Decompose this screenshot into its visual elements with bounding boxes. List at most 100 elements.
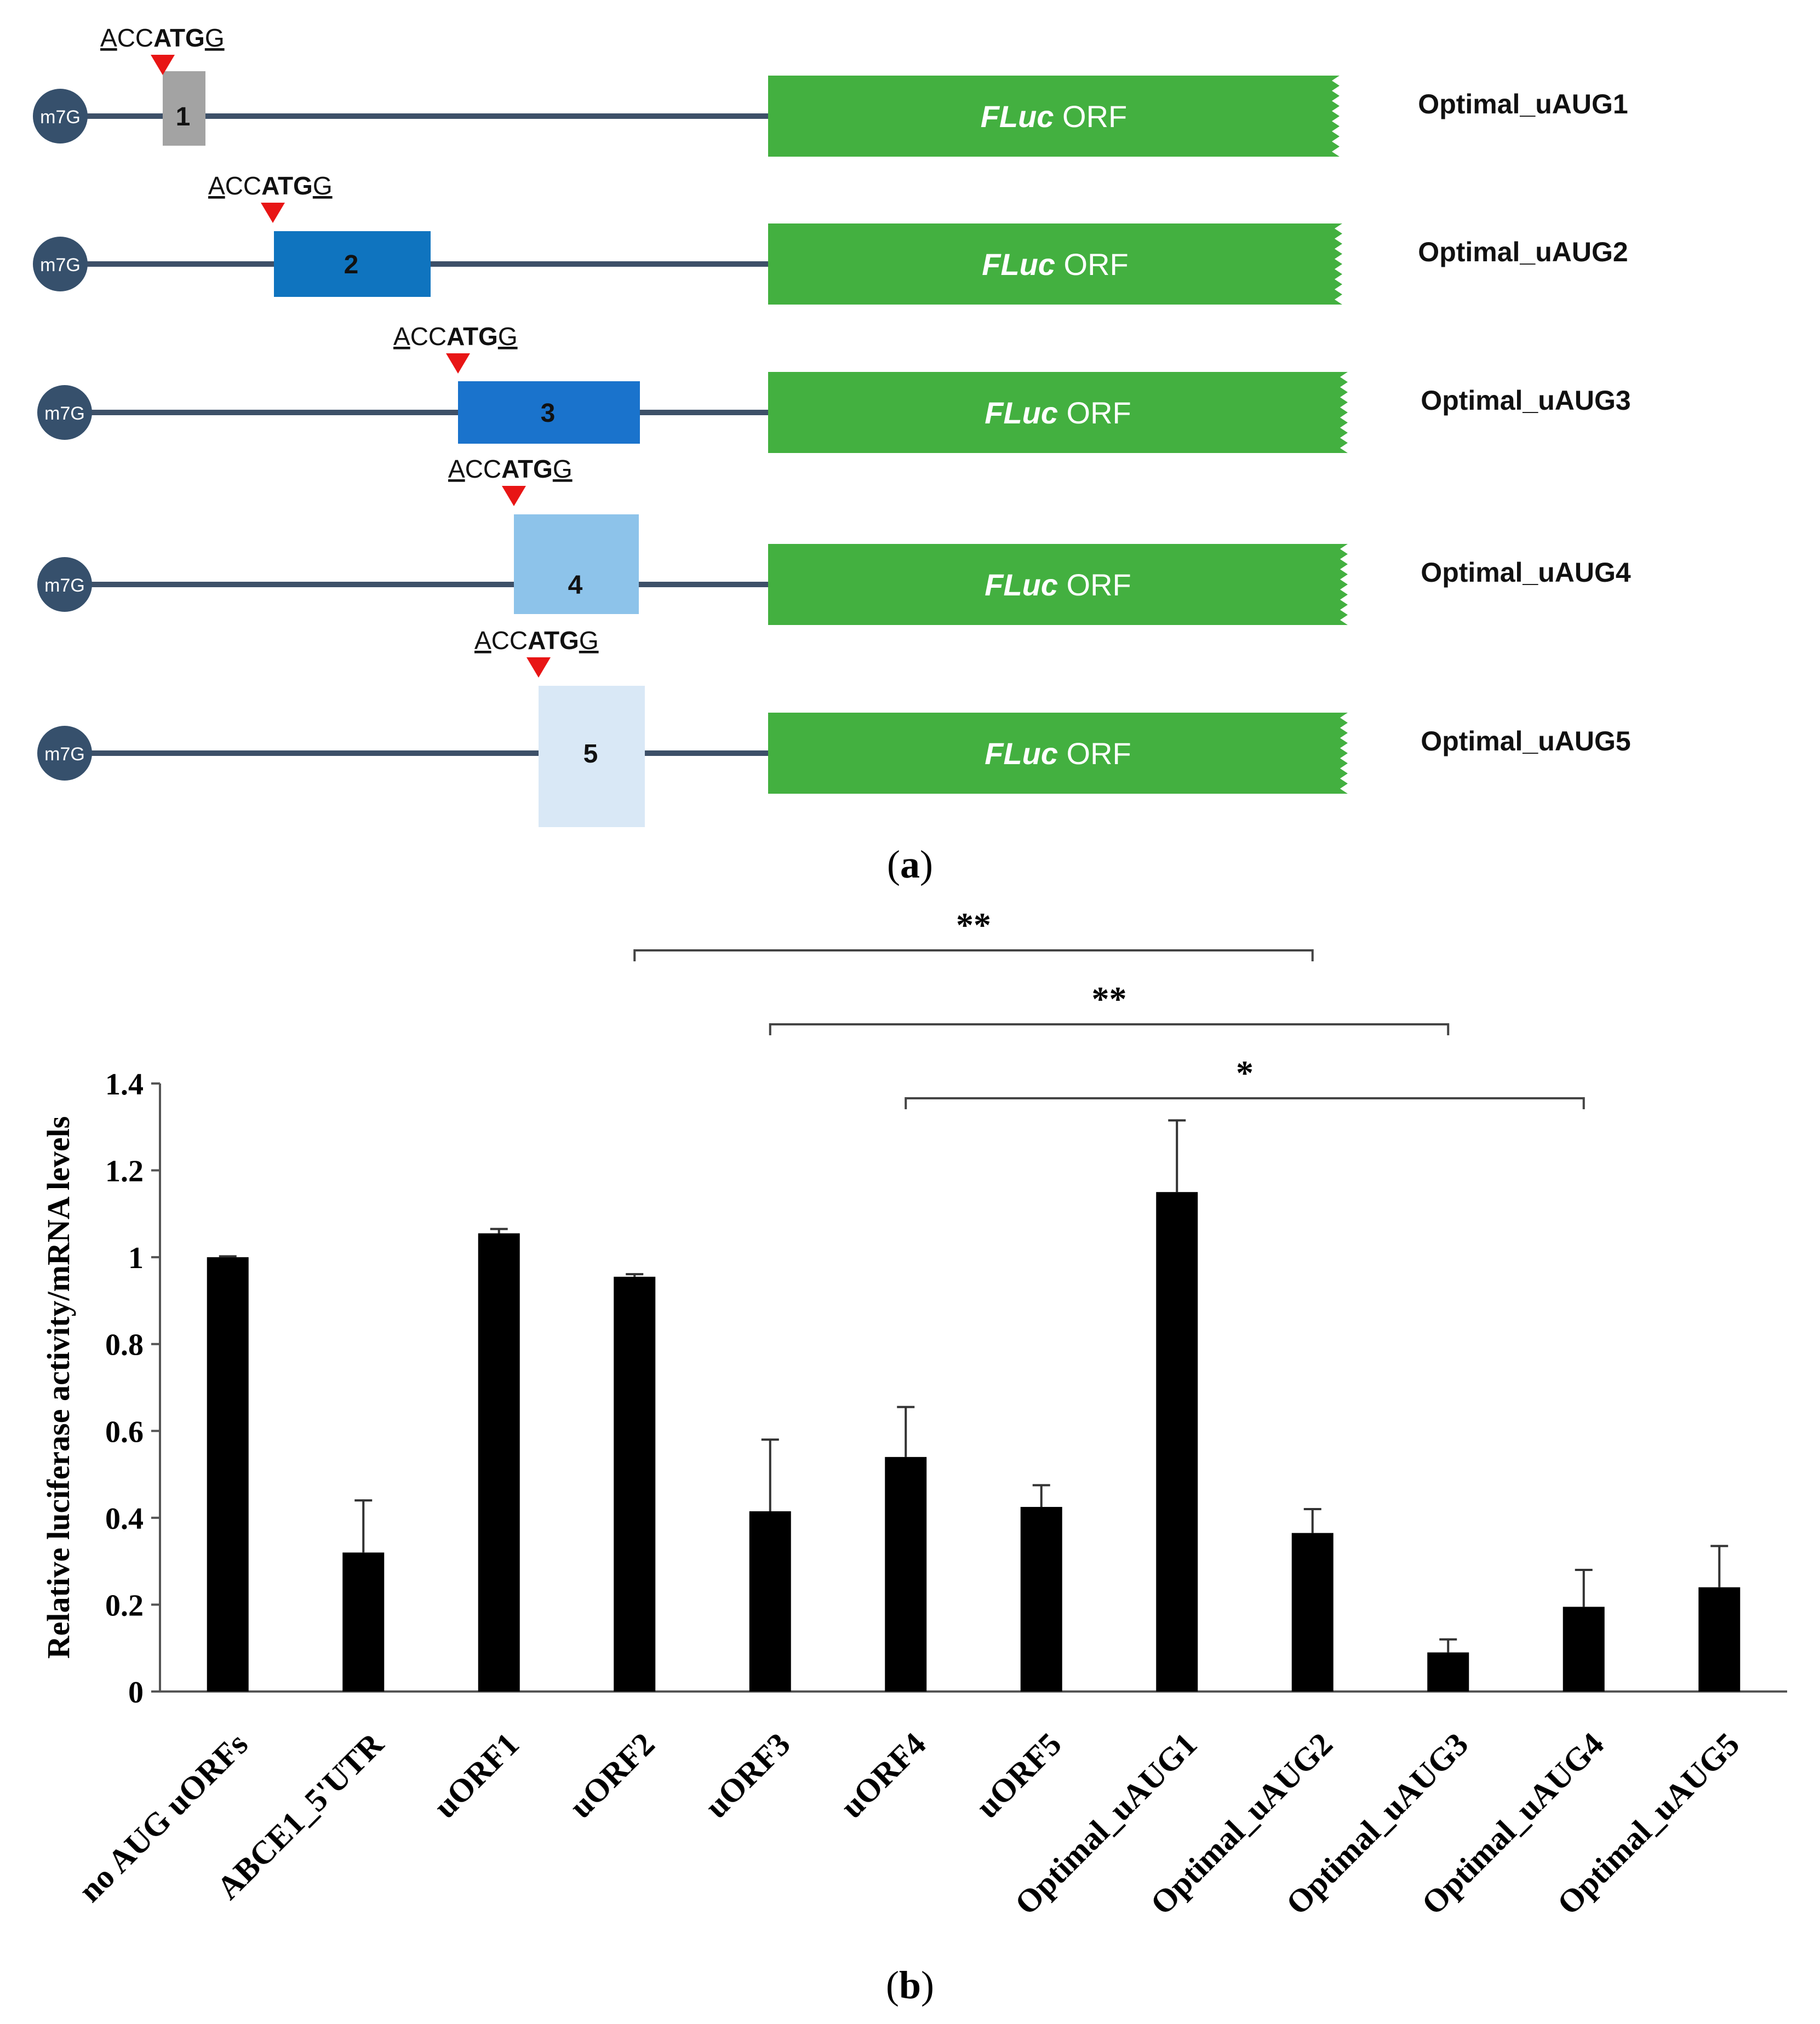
cap-label: m7G [44, 403, 85, 424]
y-axis-label: Relative luciferase activity/mRNA levels [41, 1116, 76, 1659]
kozak-atg: ATG [261, 171, 313, 200]
kozak-sequence: ACCATGG [100, 24, 225, 52]
kozak-cc: CC [225, 171, 261, 200]
bar [1427, 1652, 1469, 1692]
construct-name: Optimal_uAUG3 [1421, 385, 1630, 416]
uorf-box [163, 71, 205, 146]
panel-a-caption: (a) [887, 842, 933, 886]
kozak-sequence: ACCATGG [208, 171, 333, 200]
fluc-orf-block [768, 372, 1348, 453]
orf-word: ORF [1058, 736, 1131, 771]
bar [1156, 1192, 1198, 1692]
cap-label: m7G [44, 744, 85, 765]
fluc-italic: FLuc [982, 247, 1055, 282]
kozak-atg: ATG [501, 455, 553, 483]
bar [1020, 1507, 1062, 1692]
x-tick-label: uORF1 [427, 1726, 526, 1825]
cap-circle [37, 385, 92, 440]
panel-b-caption: (b) [886, 1963, 934, 2007]
fluc-italic: FLuc [985, 395, 1058, 430]
construct-row: m7G 2 FLuc ORF ACCATGG Optimal_uAUG2 [33, 171, 1628, 305]
significance-bracket [633, 949, 1314, 961]
x-tick-label: uORF3 [698, 1726, 797, 1825]
fluc-orf-label: FLuc ORF [982, 247, 1129, 282]
uorf-box [274, 231, 431, 297]
kozak-g: G [579, 626, 599, 655]
uorf-box [458, 381, 640, 444]
fluc-orf-block [768, 713, 1348, 794]
y-tick-label: 1.2 [105, 1155, 144, 1189]
uorf-number: 4 [568, 571, 583, 600]
significance-label: ** [1092, 979, 1127, 1018]
x-tick-label: uORF4 [833, 1726, 932, 1825]
x-tick-label: uORF2 [562, 1726, 661, 1825]
significance-label: * [1236, 1053, 1254, 1092]
bar [1291, 1533, 1333, 1692]
kozak-a: A [448, 455, 465, 483]
fluc-italic: FLuc [985, 736, 1058, 771]
kozak-atg: ATG [447, 322, 498, 351]
kozak-a: A [208, 171, 225, 200]
uorf-box [539, 686, 645, 827]
bar [207, 1257, 249, 1692]
construct-name: Optimal_uAUG2 [1418, 237, 1628, 267]
kozak-cc: CC [491, 626, 528, 655]
kozak-a: A [474, 626, 491, 655]
cap-circle [37, 557, 92, 612]
y-tick-label: 1 [128, 1241, 144, 1275]
construct-row: m7G 1 FLuc ORF ACCATGG Optimal_uAUG1 [33, 24, 1628, 157]
bar [1698, 1587, 1741, 1692]
kozak-cc: CC [117, 24, 153, 52]
y-tick-label: 0.4 [105, 1502, 144, 1536]
bar [885, 1457, 927, 1692]
y-tick-label: 0.2 [105, 1589, 144, 1622]
significance-label: ** [956, 905, 991, 944]
y-tick-label: 0 [128, 1676, 144, 1710]
kozak-sequence: ACCATGG [474, 626, 599, 655]
uorf-number: 2 [344, 250, 359, 279]
kozak-atg: ATG [528, 626, 579, 655]
uorf-number: 1 [176, 102, 191, 131]
fluc-orf-label: FLuc ORF [985, 567, 1131, 602]
y-tick-label: 1.4 [105, 1068, 144, 1102]
fluc-italic: FLuc [985, 567, 1058, 602]
start-marker-triangle [446, 353, 470, 374]
fluc-orf-block [768, 76, 1340, 157]
cap-label: m7G [40, 255, 81, 276]
cap-label: m7G [44, 575, 85, 596]
construct-row: m7G 4 FLuc ORF ACCATGG Optimal_uAUG4 [37, 455, 1631, 625]
uorf-number: 5 [583, 739, 598, 769]
kozak-g: G [553, 455, 573, 483]
start-marker-triangle [151, 55, 175, 75]
kozak-g: G [205, 24, 225, 52]
cap-circle [33, 89, 88, 144]
bar-chart: 0 0.2 0.4 0.6 0.8 1 1.2 1.4 Relative luciferase … [41, 905, 1787, 1922]
orf-word: ORF [1054, 99, 1128, 134]
fluc-orf-label: FLuc ORF [985, 395, 1131, 430]
fluc-orf-block [768, 544, 1348, 625]
kozak-cc: CC [410, 322, 447, 351]
x-tick-label: uORF5 [969, 1726, 1068, 1825]
fluc-italic: FLuc [981, 99, 1054, 134]
bar [749, 1511, 791, 1692]
cap-circle [37, 726, 92, 781]
orf-word: ORF [1058, 395, 1131, 430]
construct-name: Optimal_uAUG5 [1421, 726, 1630, 756]
bar [478, 1233, 520, 1692]
construct-row: m7G 3 FLuc ORF ACCATGG Optimal_uAUG3 [37, 322, 1631, 453]
construct-row: m7G 5 FLuc ORF ACCATGG Optimal_uAUG5 [37, 626, 1631, 827]
significance-bracket [769, 1023, 1450, 1035]
significance-bracket [905, 1097, 1585, 1109]
kozak-a: A [100, 24, 117, 52]
orf-word: ORF [1058, 567, 1131, 602]
bar [342, 1552, 385, 1692]
fluc-orf-label: FLuc ORF [981, 99, 1128, 134]
start-marker-triangle [261, 203, 285, 223]
kozak-sequence: ACCATGG [448, 455, 573, 483]
bar [1563, 1607, 1605, 1692]
fluc-orf-block [768, 223, 1342, 305]
y-tick-label: 0.6 [105, 1415, 144, 1449]
construct-name: Optimal_uAUG4 [1421, 557, 1631, 588]
